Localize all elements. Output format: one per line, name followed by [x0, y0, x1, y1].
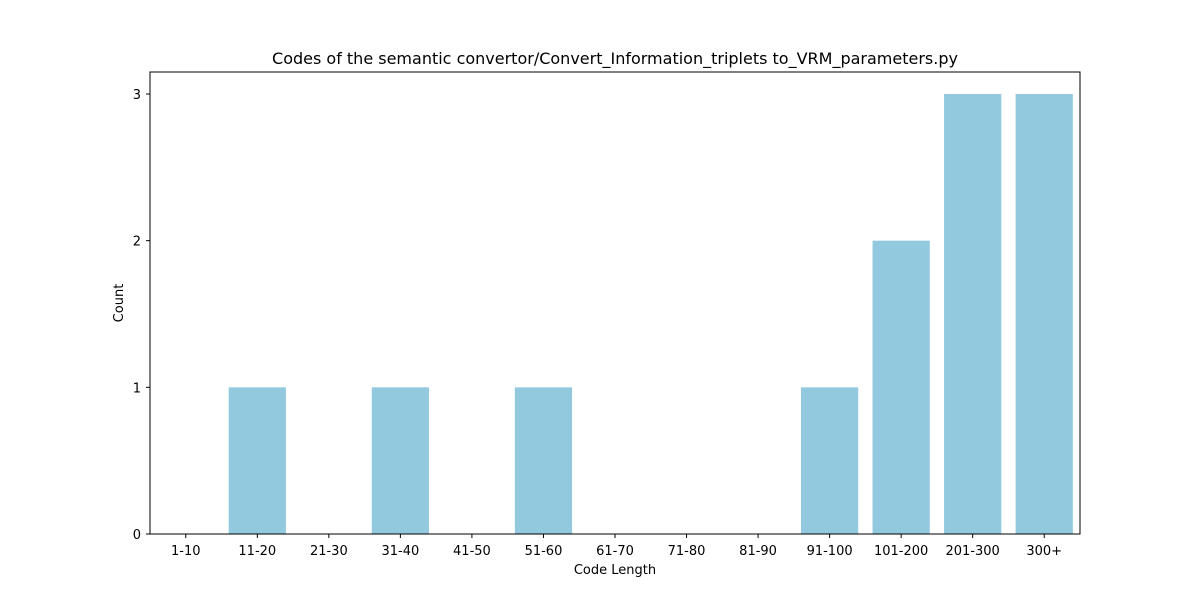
x-tick-label: 81-90: [739, 544, 777, 559]
bar-31-40: [371, 387, 429, 534]
plot-frame: [149, 71, 1081, 535]
x-tick-label: 11-20: [238, 544, 276, 559]
y-tick-label: 1: [133, 381, 141, 396]
x-axis-ticks: 1-10 11-20 21-30 31-40 41-50 51-60 61-70 71-80 8…: [171, 534, 1062, 559]
x-axis-label: Code Length: [574, 563, 656, 578]
y-tick-label: 0: [133, 528, 141, 543]
x-tick-label: 51-60: [525, 544, 563, 559]
x-tick-label: 31-40: [381, 544, 419, 559]
y-tick-label: 3: [133, 88, 141, 103]
y-axis-ticks: 0 1 2 3: [133, 88, 150, 543]
bar-201-300: [944, 94, 1002, 534]
chart-title: Codes of the semantic convertor/Convert_…: [272, 49, 958, 69]
bar-11-20: [228, 387, 286, 534]
y-tick-label: 2: [133, 235, 141, 250]
plot-area: 1-10 11-20 21-30 31-40 41-50 51-60 61-70 71-80 8…: [133, 71, 1081, 559]
bar-101-200: [872, 240, 930, 534]
x-tick-label: 91-100: [807, 544, 853, 559]
bar-91-100: [801, 387, 859, 534]
x-tick-label: 41-50: [453, 544, 491, 559]
x-tick-label: 71-80: [668, 544, 706, 559]
x-tick-label: 101-200: [874, 544, 928, 559]
bars: [228, 94, 1073, 534]
y-axis-label: Count: [112, 284, 127, 323]
x-tick-label: 61-70: [596, 544, 634, 559]
x-tick-label: 21-30: [310, 544, 348, 559]
x-tick-label: 1-10: [171, 544, 201, 559]
x-tick-label: 201-300: [946, 544, 1000, 559]
bar-300+: [1015, 94, 1073, 534]
x-tick-label: 300+: [1026, 544, 1062, 559]
bar-51-60: [514, 387, 573, 534]
